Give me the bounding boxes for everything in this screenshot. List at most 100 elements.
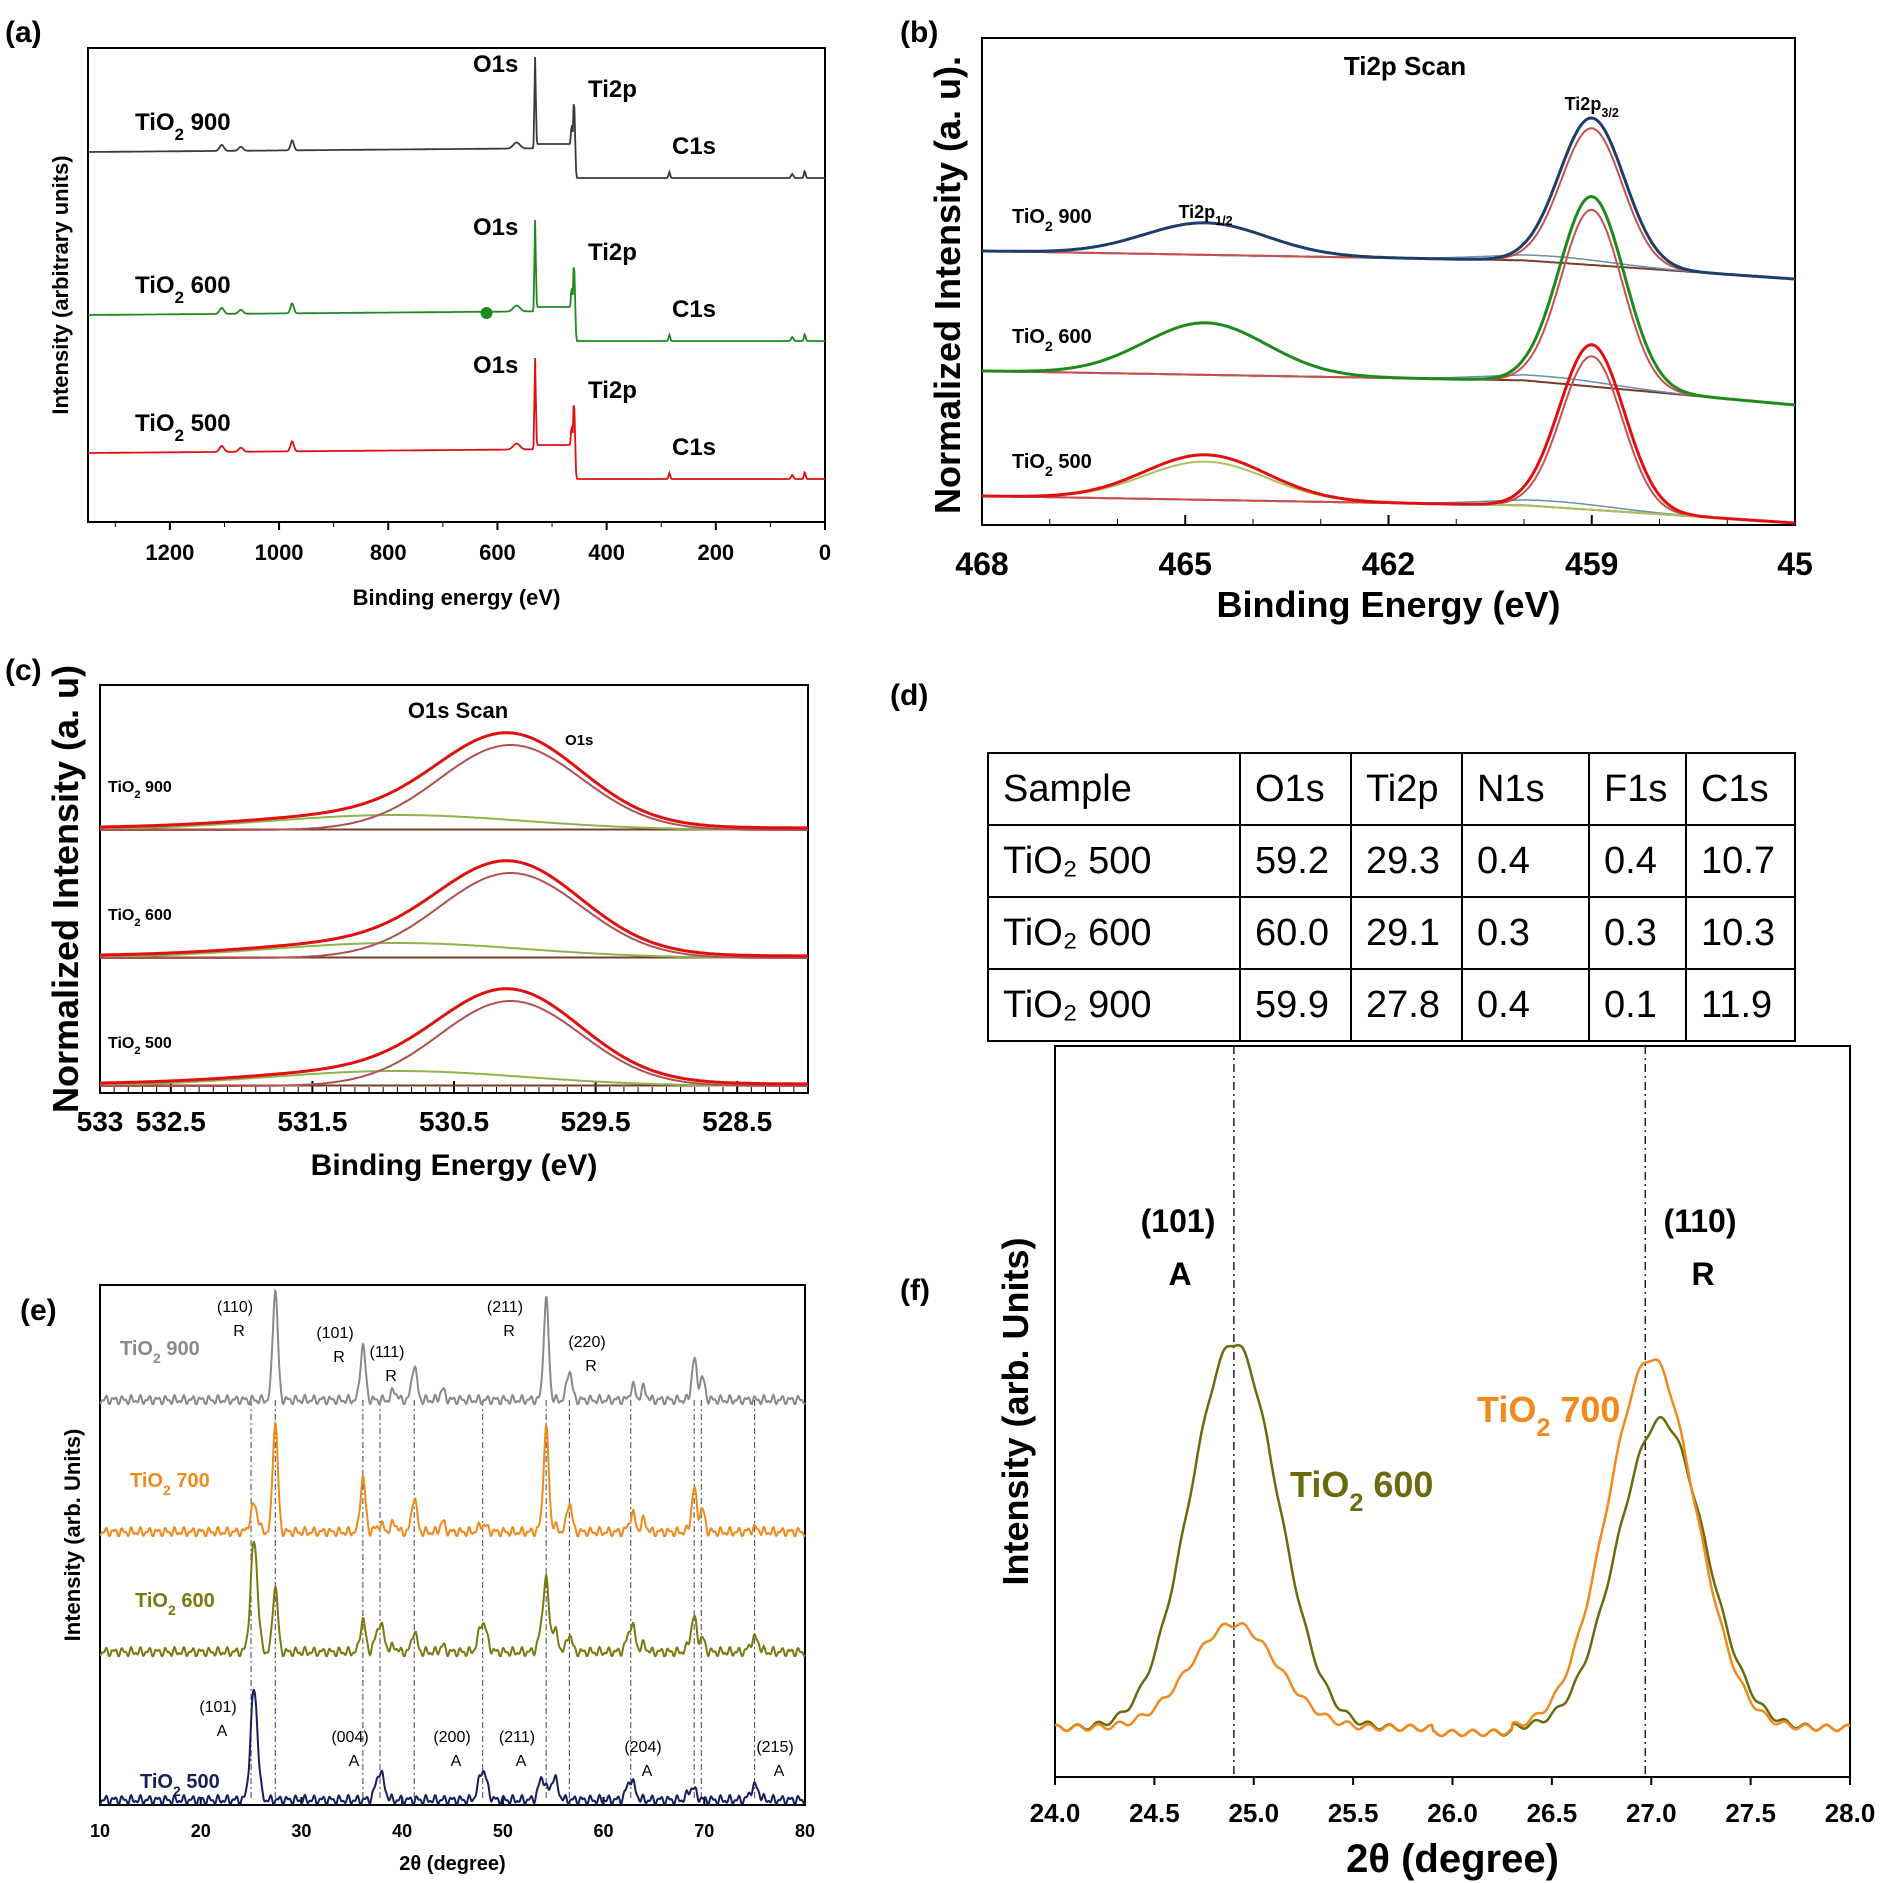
table-header: N1s (1461, 752, 1590, 826)
peak-label-o1s: O1s (473, 214, 518, 241)
label-subscript: 2 (1349, 1489, 1363, 1517)
envelope-line (982, 116, 1796, 281)
x-tick-label: 459 (1565, 546, 1618, 582)
hkl-label: (101) (1141, 1203, 1216, 1239)
label-subscript: 2 (1045, 218, 1053, 234)
label-subscript: 2 (168, 1602, 176, 1618)
label-subscript: 3/2 (1601, 106, 1619, 120)
series-label: TiO2 600 (1012, 326, 1092, 354)
envelope-line (981, 194, 1796, 407)
hkl-label: (211) (499, 1729, 535, 1746)
table-header: C1s (1685, 752, 1796, 826)
x-tick-label: 10 (90, 1821, 110, 1841)
label-subscript: 2 (153, 1350, 161, 1366)
panel-b-frame (981, 37, 1796, 526)
label-part: Ti2p (1565, 94, 1602, 114)
table-cell: 60.0 (1239, 896, 1352, 970)
hkl-label: (211) (487, 1299, 523, 1316)
x-tick-label: 528.5 (702, 1106, 772, 1137)
x-tick-label: 60 (594, 1821, 614, 1841)
label-part: 500 (1053, 451, 1092, 473)
panel-c-frame (99, 684, 809, 1094)
x-tick-label: 531.5 (277, 1106, 347, 1137)
series-label: TiO2 500 (108, 1035, 172, 1057)
label-part: TiO (108, 907, 134, 924)
label-subscript: 2 (175, 125, 184, 144)
phase-label: A (349, 1753, 360, 1770)
y-axis-title: Normalized Intensity (a. u) (45, 665, 86, 1113)
x-tick-label: 30 (291, 1821, 311, 1841)
phase-label: R (333, 1349, 345, 1366)
label-subscript: 2 (134, 789, 140, 801)
label-part: TiO (135, 272, 175, 299)
table-cell-sample: TiO₂ 500 (987, 824, 1241, 898)
phase-label: R (385, 1368, 397, 1385)
x-axis-title: 2θ (degree) (399, 1853, 505, 1875)
table-cell: 11.9 (1685, 968, 1796, 1042)
label-part: Ti2p (1178, 202, 1215, 222)
x-tick-label: 40 (392, 1821, 412, 1841)
phase-label: R (503, 1323, 515, 1340)
x-tick-label: 1000 (255, 540, 304, 565)
component-line (982, 355, 1796, 524)
label-part: 700 (1550, 1389, 1620, 1430)
x-tick-label: 1200 (145, 540, 194, 565)
table-row: TiO₂ 500 59.2 29.3 0.4 0.4 10.7 (987, 824, 1796, 898)
label-part: 500 (181, 1771, 220, 1793)
label-part: TiO (135, 410, 175, 437)
table-header: F1s (1588, 752, 1687, 826)
x-tick-label: 200 (697, 540, 734, 565)
panel-label: (f) (900, 1274, 930, 1307)
x-tick-label: 45 (1777, 546, 1813, 582)
table-row: TiO₂ 600 60.0 29.1 0.3 0.3 10.3 (987, 896, 1796, 970)
series-label: TiO2 600 (135, 1590, 215, 1618)
panel-a-frame (87, 47, 826, 523)
xrd-series-line (99, 1688, 806, 1806)
x-tick-label: 27.0 (1626, 1798, 1677, 1828)
label-part: 600 (176, 1590, 215, 1612)
y-axis-title: Intensity (arb. Units) (995, 1237, 1036, 1585)
y-axis-title: Intensity (arbitrary units) (48, 155, 73, 414)
phase-label: R (585, 1358, 597, 1375)
x-tick-label: 70 (694, 1821, 714, 1841)
label-part: TiO (1012, 451, 1045, 473)
hkl-label: (004) (331, 1729, 368, 1746)
label-subscript: 2 (134, 1045, 140, 1057)
label-part: 600 (1053, 326, 1092, 348)
x-tick-label: 26.5 (1527, 1798, 1578, 1828)
series-label: TiO2 600 (108, 907, 172, 929)
x-tick-label: 468 (955, 546, 1008, 582)
table-cell: 10.7 (1685, 824, 1796, 898)
x-tick-label: 462 (1362, 546, 1415, 582)
envelope-line (100, 987, 808, 1086)
peak-label-ti2p: Ti2p (588, 377, 637, 404)
component-line (100, 872, 808, 959)
peak-label-c1s: C1s (672, 133, 716, 160)
table-cell: 29.3 (1350, 824, 1463, 898)
x-tick-label: 26.0 (1427, 1798, 1478, 1828)
x-tick-label: 24.5 (1129, 1798, 1180, 1828)
table-cell: 27.8 (1350, 968, 1463, 1042)
phase-label: A (451, 1753, 462, 1770)
label-part: 500 (184, 410, 231, 437)
label-part: 600 (184, 272, 231, 299)
hkl-label: (220) (568, 1334, 605, 1351)
hkl-label: (215) (756, 1739, 793, 1756)
table-cell-sample: TiO₂ 600 (987, 896, 1241, 970)
y-axis-title: Normalized Intensity (a. u). (927, 56, 968, 514)
series-label: TiO2 500 (140, 1771, 220, 1799)
x-axis-title: Binding Energy (eV) (1216, 584, 1560, 625)
x-tick-label: 533 (77, 1106, 124, 1137)
hkl-label: (101) (199, 1699, 236, 1716)
phase-label: A (1168, 1256, 1191, 1292)
table-cell: 0.4 (1461, 824, 1590, 898)
label-part: TiO (135, 109, 175, 136)
table-cell: 10.3 (1685, 896, 1796, 970)
panel-label: (d) (890, 679, 928, 712)
series-label: TiO2 500 (135, 410, 231, 445)
x-tick-label: 24.0 (1030, 1798, 1081, 1828)
label-part: TiO (1290, 1464, 1349, 1505)
label-part: 900 (1053, 206, 1092, 228)
hkl-label: (110) (1664, 1203, 1737, 1239)
x-tick-label: 600 (479, 540, 516, 565)
